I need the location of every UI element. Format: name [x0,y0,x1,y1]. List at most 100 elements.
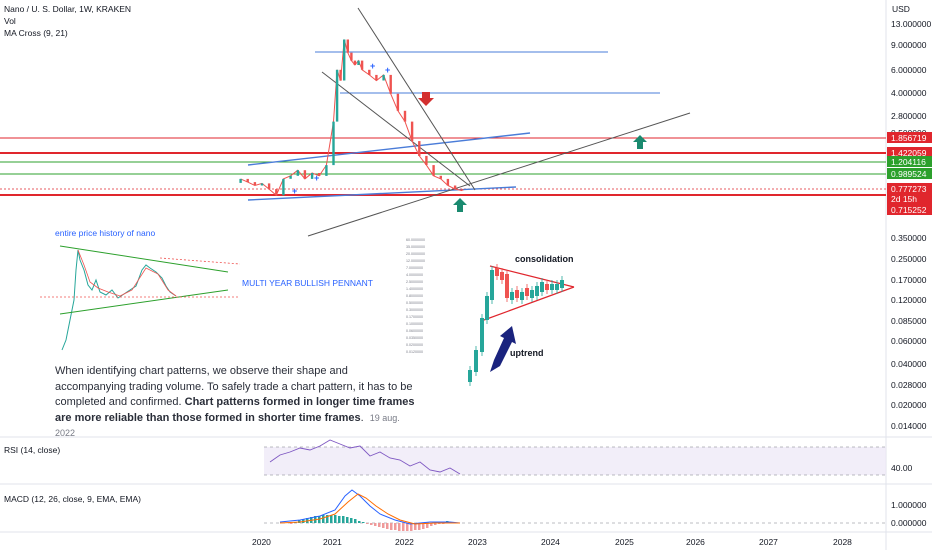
y-tick-label: 0.028000 [891,380,927,390]
macd-bar [434,523,437,525]
consol-candle [545,284,549,290]
candle [310,173,314,179]
wedge-bottom-line [321,71,471,187]
candle [343,39,346,81]
candle [453,185,457,190]
candle [446,178,450,186]
consol-candle [495,268,499,276]
price-label-bg [887,147,932,158]
inset-axis-label: 0.0350000 [406,336,423,340]
macd-bar [378,523,381,527]
consol-candle [500,272,504,280]
x-tick-label: 2021 [323,537,342,547]
currency-label: USD [892,4,910,14]
annotation-note: When identifying chart patterns, we obse… [55,364,415,442]
candle [296,170,299,176]
inset-axis-label: 0.0600000 [406,329,423,333]
inset-series-red [77,249,177,297]
candle [282,178,285,196]
price-label-bg [887,132,932,143]
candle [368,69,371,75]
candle [253,182,257,186]
consol-candle [480,318,484,352]
macd-bar [302,519,305,523]
candle [239,178,242,183]
long-gray-support [307,112,691,237]
candle [432,165,435,176]
inset-axis: 60.0000000 35.0000000 20.0000000 12.0000000… [406,238,425,354]
x-tick-label: 2022 [395,537,414,547]
consolidation-label: consolidation [515,254,574,264]
macd-bar [346,517,349,523]
y-tick-label: 0.085000 [891,316,927,326]
candle [339,69,342,81]
lower-blue-trend [247,186,517,201]
cross-marker-icon: + [314,173,319,183]
candle [425,155,428,165]
consol-candle [515,290,519,298]
macd-bar [390,523,393,530]
candle [318,173,321,176]
inset-axis-label: 0.8000000 [406,294,423,298]
y-tick-label: 0.040000 [891,359,927,369]
rsi-band [264,447,886,475]
macd-label: MACD (12, 26, close, 9, EMA, EMA) [4,494,141,504]
macd-bar [422,523,425,529]
candle [439,175,442,179]
macd-bar [342,516,345,523]
y-tick-label: 9.000000 [891,40,927,50]
candle [418,141,421,156]
macd-bar [398,523,401,531]
inset-red-dashed-top [159,257,241,265]
x-tick-label: 2023 [468,537,487,547]
macd-bar [374,523,377,526]
inset-pennant-label: MULTI YEAR BULLISH PENNANT [242,278,373,288]
candle [335,69,339,122]
macd-bar [370,523,373,525]
consol-candle [520,292,524,300]
arrows [418,92,647,212]
y-tick-label: 0.014000 [891,421,927,431]
macd-bar [362,522,365,523]
signal-line [279,493,460,525]
candle [332,121,335,166]
candle [346,39,349,53]
inset-axis-label: 0.0120000 [406,350,423,354]
consol-candle [555,284,559,290]
macd-bar [354,519,357,523]
x-tick-label: 2028 [833,537,852,547]
macd-bar [366,523,369,524]
price-label-bg [887,156,932,167]
x-tick-label: 2027 [759,537,778,547]
consol-candle [485,296,489,320]
macd-bar [382,523,385,528]
inset-pennant-top [59,245,229,273]
candle [246,178,249,183]
candle [325,165,328,176]
time-axis: 2020 2021 2022 2023 2024 2025 2026 2027 2028 [252,537,852,547]
x-tick-label: 2024 [541,537,560,547]
y-tick-label: 6.000000 [891,65,927,75]
consol-candle [560,280,564,288]
inset-pennant-bottom [59,289,229,315]
consolidation-inset: consolidation uptrend [468,254,575,386]
vol-label: Vol [4,16,16,26]
candle [289,175,292,179]
macd-line [279,489,461,525]
uptrend-label: uptrend [510,348,544,358]
macd-bar [430,523,433,526]
inset-axis-label: 12.0000000 [406,259,425,263]
inset-axis-label: 35.0000000 [406,245,425,249]
macd-bar [406,523,409,531]
macd-bar [394,523,397,530]
candle [396,93,400,111]
candle [375,74,378,81]
price-label-text: 1.422059 [891,148,927,158]
symbol-title: Nano / U. S. Dollar, 1W, KRAKEN [4,4,131,14]
price-label-bg [887,168,932,179]
candle [389,74,392,94]
inset-title: entire price history of nano [55,228,155,238]
macd-bar [418,523,421,530]
trendlines [247,7,691,237]
consol-candle [510,292,514,300]
